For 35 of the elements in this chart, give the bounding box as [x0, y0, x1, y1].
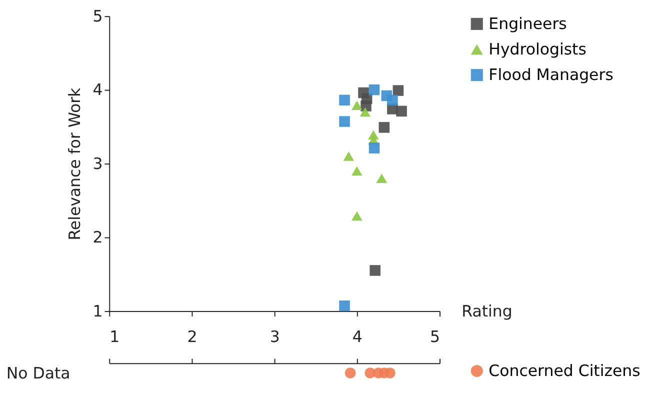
point	[368, 84, 380, 96]
legend-label: Concerned Citizens	[488, 360, 640, 380]
y-axis-title: Relevance for Work	[64, 86, 84, 240]
y-tick-label: 3	[92, 154, 103, 173]
point	[352, 211, 362, 221]
y-tick-label: 2	[92, 228, 103, 247]
point	[376, 174, 388, 183]
x-tick-label: 2	[187, 327, 198, 346]
point	[392, 85, 404, 96]
point	[352, 166, 362, 176]
x-tick-label: 4	[352, 327, 362, 346]
point	[396, 106, 407, 117]
point	[360, 107, 371, 117]
x-tick-label: 1	[110, 327, 120, 346]
y-tick-label: 1	[92, 301, 103, 320]
x-tick-label: 5	[430, 327, 440, 346]
x-axis-title: Rating	[462, 301, 512, 320]
point	[387, 94, 398, 106]
point	[352, 100, 362, 110]
point	[378, 122, 390, 133]
point	[370, 265, 380, 276]
y-tick-label: 4	[92, 80, 103, 100]
y-tick-label: No Data	[6, 363, 70, 382]
legend-label: Hydrologists	[488, 39, 586, 58]
point	[384, 368, 396, 378]
point	[344, 368, 356, 378]
legend-label: Engineers	[488, 14, 567, 33]
legend-label: Flood Managers	[488, 64, 614, 84]
point	[339, 300, 350, 312]
point	[339, 116, 350, 127]
point	[368, 142, 380, 154]
x-tick-label: 3	[270, 327, 280, 346]
point	[339, 94, 350, 106]
point	[343, 152, 354, 161]
y-tick-label: 5	[92, 6, 103, 26]
